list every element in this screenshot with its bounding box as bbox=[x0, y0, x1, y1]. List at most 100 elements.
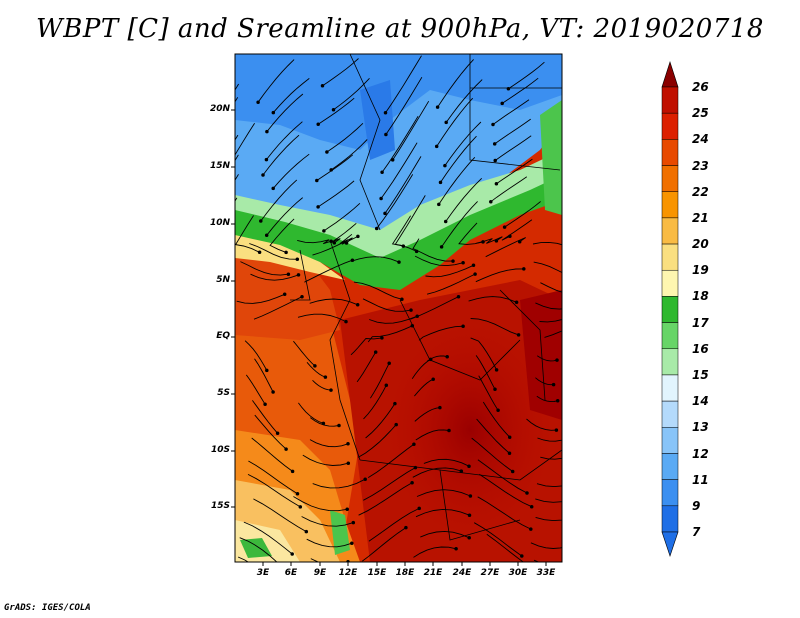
streamline-arrowhead bbox=[434, 144, 439, 149]
streamline-arrowhead bbox=[264, 157, 269, 162]
colorbar-label: 9 bbox=[692, 498, 701, 513]
streamline bbox=[266, 93, 304, 132]
streamline-arrowhead bbox=[413, 465, 418, 470]
colorbar-label: 11 bbox=[692, 472, 709, 487]
streamline-arrowhead bbox=[454, 547, 458, 551]
streamline bbox=[297, 239, 332, 245]
streamline bbox=[544, 330, 562, 338]
streamline bbox=[326, 122, 364, 153]
streamline-arrowhead bbox=[491, 122, 495, 127]
streamline-arrowhead bbox=[394, 422, 398, 427]
lat-label: 15N bbox=[209, 161, 230, 171]
streamline bbox=[350, 337, 382, 356]
streamline bbox=[357, 424, 397, 458]
streamline bbox=[504, 201, 541, 228]
streamline bbox=[411, 359, 431, 379]
streamline-arrowhead bbox=[587, 291, 590, 294]
streamline-arrowhead bbox=[393, 401, 397, 406]
streamline bbox=[478, 375, 499, 411]
streamline bbox=[297, 313, 347, 323]
streamline bbox=[362, 527, 407, 562]
streamline-arrowhead bbox=[439, 245, 444, 249]
map-title: WBPT [C] and Sreamline at 900hPa, VT: 20… bbox=[36, 14, 764, 44]
streamline-arrowhead bbox=[201, 141, 204, 144]
streamline bbox=[251, 437, 293, 472]
streamline-arrowhead bbox=[580, 252, 583, 255]
colorbar-label: 14 bbox=[692, 394, 709, 409]
streamline bbox=[470, 318, 519, 336]
streamline-arrowhead bbox=[264, 233, 269, 238]
streamline-arrowhead bbox=[384, 132, 388, 137]
streamline-arrowhead bbox=[583, 448, 586, 451]
streamline bbox=[247, 474, 301, 508]
streamline bbox=[445, 79, 483, 123]
streamline bbox=[536, 395, 558, 403]
streamline-arrowhead bbox=[417, 506, 421, 511]
streamline-arrowhead bbox=[346, 560, 350, 562]
streamline bbox=[444, 121, 482, 166]
streamline-arrowhead bbox=[555, 398, 560, 403]
streamline bbox=[475, 355, 496, 390]
streamline bbox=[330, 139, 368, 171]
streamline-arrowhead bbox=[344, 241, 349, 245]
streamline bbox=[470, 337, 497, 371]
streamline-arrowhead bbox=[572, 434, 575, 437]
lon-label: 3E bbox=[256, 568, 270, 578]
streamline-arrowhead bbox=[443, 163, 447, 168]
streamline bbox=[415, 508, 470, 518]
streamline-arrowhead bbox=[300, 294, 304, 299]
streamline bbox=[253, 498, 307, 532]
colorbar-label: 13 bbox=[692, 420, 709, 435]
streamline-arrowhead bbox=[431, 377, 435, 381]
streamline bbox=[244, 340, 268, 371]
streamline bbox=[253, 296, 303, 320]
streamline bbox=[526, 418, 557, 431]
streamline bbox=[458, 222, 484, 245]
streamline-arrowhead bbox=[201, 212, 204, 215]
streamline-arrowhead bbox=[502, 225, 507, 229]
streamline bbox=[501, 219, 533, 241]
streamline bbox=[394, 195, 426, 247]
streamline-arrowhead bbox=[257, 250, 262, 255]
streamline bbox=[323, 202, 361, 232]
streamline-arrowhead bbox=[271, 186, 275, 191]
streamline-arrowhead bbox=[587, 509, 590, 512]
streamline bbox=[530, 542, 562, 549]
streamline-arrowhead bbox=[437, 202, 441, 207]
streamline bbox=[250, 273, 299, 281]
streamline-arrowhead bbox=[390, 158, 395, 162]
streamline bbox=[269, 218, 295, 253]
streamline-arrowhead bbox=[529, 504, 534, 509]
streamline-arrowhead bbox=[412, 442, 416, 447]
streamline bbox=[293, 496, 348, 512]
lon-label: 21E bbox=[423, 568, 443, 578]
streamline bbox=[445, 177, 483, 222]
colorbar-label: 26 bbox=[692, 80, 709, 94]
streamline-arrowhead bbox=[443, 219, 448, 224]
streamline bbox=[420, 530, 470, 539]
streamline bbox=[293, 340, 316, 367]
streamline bbox=[473, 522, 523, 557]
streamline-arrowhead bbox=[525, 491, 529, 495]
streamline bbox=[496, 158, 533, 185]
streamline-arrowhead bbox=[554, 428, 559, 432]
streamline bbox=[425, 264, 474, 278]
streamline bbox=[272, 153, 310, 189]
streamline-arrowhead bbox=[346, 461, 351, 465]
streamline-arrowhead bbox=[286, 272, 291, 276]
streamline-arrowhead bbox=[316, 122, 320, 127]
streamline bbox=[363, 467, 416, 501]
streamline-arrowhead bbox=[496, 408, 500, 413]
streamline bbox=[370, 362, 390, 399]
streamline bbox=[476, 236, 503, 244]
streamline-arrowhead bbox=[329, 239, 333, 243]
streamline bbox=[508, 61, 545, 90]
streamline-arrowhead bbox=[517, 240, 522, 244]
streamline bbox=[332, 222, 357, 244]
streamline-arrowhead bbox=[400, 297, 404, 302]
streamline bbox=[249, 243, 298, 260]
streamline-arrowhead bbox=[520, 554, 524, 558]
streamline bbox=[476, 418, 510, 454]
streamline-arrowhead bbox=[438, 180, 443, 185]
streamline bbox=[333, 77, 370, 111]
